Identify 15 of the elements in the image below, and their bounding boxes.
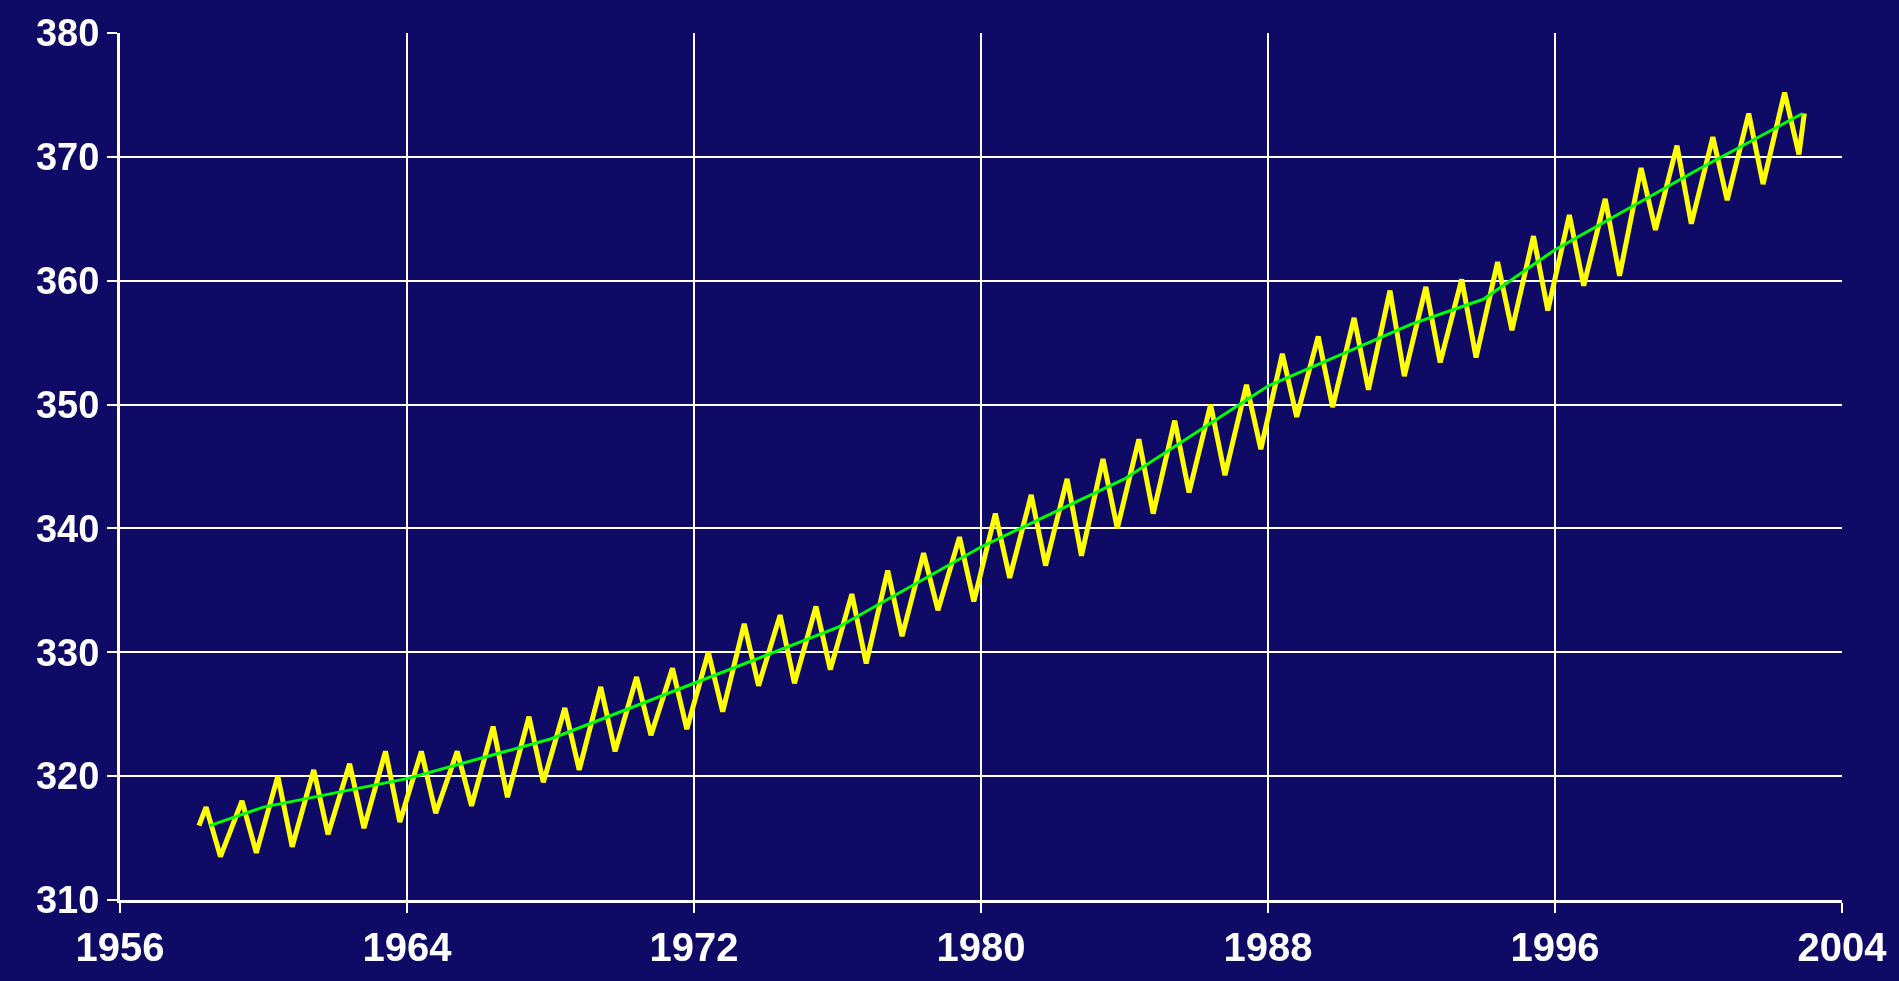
x-tick-label: 1964 [362,925,453,969]
y-tick-label: 330 [35,631,100,674]
y-tick-label: 320 [35,755,100,798]
x-tick-label: 1972 [649,925,739,969]
x-tick-label: 2004 [1797,925,1888,969]
x-tick-label: 1996 [1510,925,1600,969]
x-tick-label: 1980 [936,925,1026,969]
x-tick-label: 1956 [75,925,165,969]
x-tick-label: 1988 [1223,925,1313,969]
y-tick-label: 340 [35,507,100,550]
y-tick-label: 380 [35,12,100,55]
y-tick-label: 360 [35,260,100,303]
y-tick-label: 350 [35,383,100,426]
y-tick-label: 310 [35,879,100,922]
y-tick-label: 370 [35,136,100,179]
